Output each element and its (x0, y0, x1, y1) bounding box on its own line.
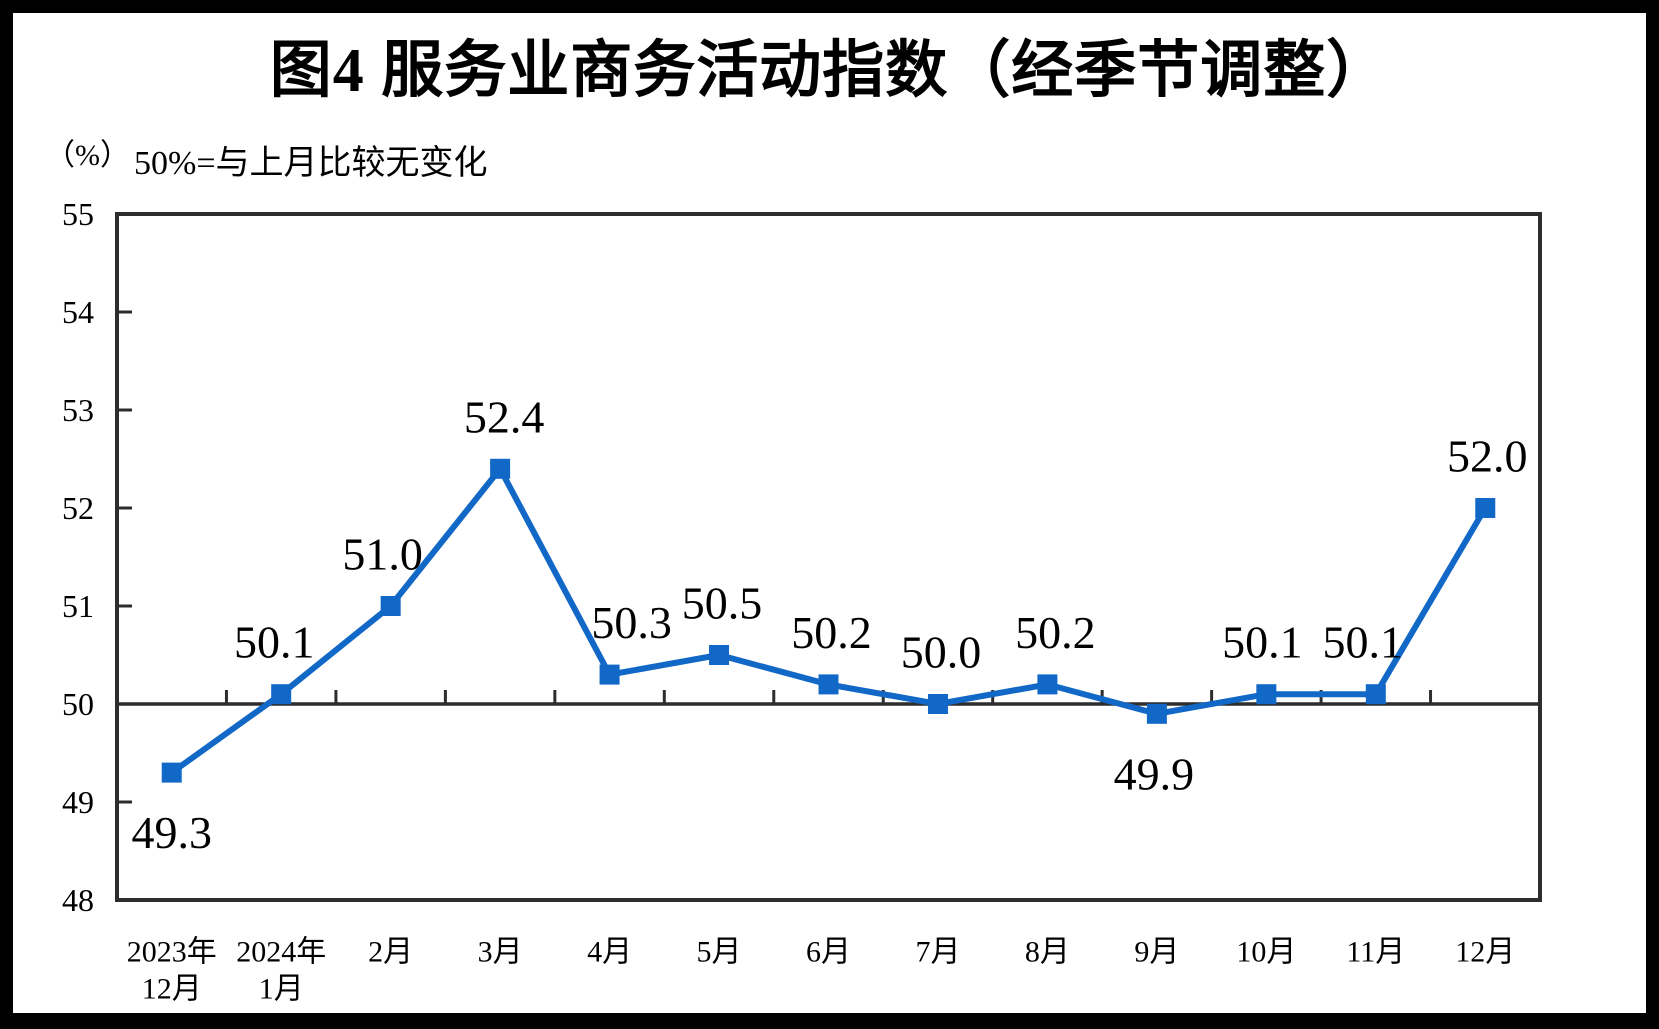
data-point-marker (271, 684, 292, 705)
y-axis-tick-label: 50 (62, 686, 94, 722)
x-axis-category-label: 2月 (368, 936, 413, 969)
data-point-value-label: 51.0 (342, 529, 423, 580)
chart-title: 图4 服务业商务活动指数（经季节调整） (269, 37, 1390, 105)
data-point-value-label: 49.3 (131, 807, 212, 858)
x-axis-category-label: 8月 (1025, 936, 1070, 969)
x-axis-category-label: 2024年 (236, 936, 326, 969)
x-axis-category-label: 1月 (259, 973, 304, 1006)
data-point-value-label: 49.9 (1114, 748, 1195, 799)
y-axis-tick-label: 54 (62, 294, 94, 330)
x-axis-category-label: 6月 (806, 936, 851, 969)
y-axis-tick-label: 55 (62, 196, 94, 232)
y-axis-tick-label: 53 (62, 392, 94, 428)
x-axis-category-label: 12月 (1455, 936, 1515, 969)
data-point-value-label: 50.1 (1222, 617, 1303, 668)
data-point-marker (599, 664, 620, 685)
x-axis-category-label: 2023年 (127, 936, 217, 969)
y-axis-tick-label: 48 (62, 882, 94, 918)
y-axis-tick-label: 49 (62, 784, 94, 820)
x-axis-category-label: 5月 (697, 936, 742, 969)
data-point-marker (161, 762, 182, 783)
data-point-marker (380, 596, 401, 616)
data-point-value-label: 50.2 (791, 607, 872, 658)
data-point-value-label: 50.2 (1015, 607, 1096, 658)
y-axis-tick-label: 51 (62, 588, 94, 624)
x-axis-category-label: 11月 (1346, 936, 1405, 969)
y-axis-tick-label: 52 (62, 490, 94, 526)
data-point-marker (818, 674, 839, 695)
data-point-value-label: 52.4 (464, 391, 545, 442)
data-point-value-label: 50.1 (234, 617, 315, 668)
line-chart: 55 54 53 52 51 50 49 48 2023年 12月 2024年 1月 2月 3月 4月 5月 6… (62, 196, 1542, 1006)
data-point-value-label: 50.5 (682, 578, 763, 629)
data-point-marker (1365, 684, 1386, 705)
x-axis-category-label: 10月 (1236, 936, 1296, 969)
y-axis-unit-label: （%） (45, 139, 130, 172)
data-point-marker (927, 694, 948, 714)
data-point-marker (490, 458, 511, 479)
data-point-marker (1256, 684, 1277, 705)
data-point-value-label: 50.0 (901, 627, 982, 678)
data-point-marker (1146, 703, 1167, 724)
reference-note: 50%=与上月比较无变化 (134, 145, 488, 182)
x-axis-category-label: 12月 (142, 973, 202, 1006)
x-axis-category-label: 4月 (587, 936, 632, 969)
data-point-value-label: 50.1 (1323, 617, 1404, 668)
data-point-marker (1475, 498, 1496, 518)
data-point-value-label: 52.0 (1447, 431, 1528, 482)
x-axis-category-label: 9月 (1134, 936, 1179, 969)
x-axis-category-label: 7月 (915, 936, 960, 969)
data-point-marker (709, 645, 730, 665)
plot-border (115, 212, 1542, 902)
x-axis-category-label: 3月 (478, 936, 523, 969)
data-point-marker (1037, 674, 1058, 695)
data-point-value-label: 50.3 (591, 597, 672, 648)
